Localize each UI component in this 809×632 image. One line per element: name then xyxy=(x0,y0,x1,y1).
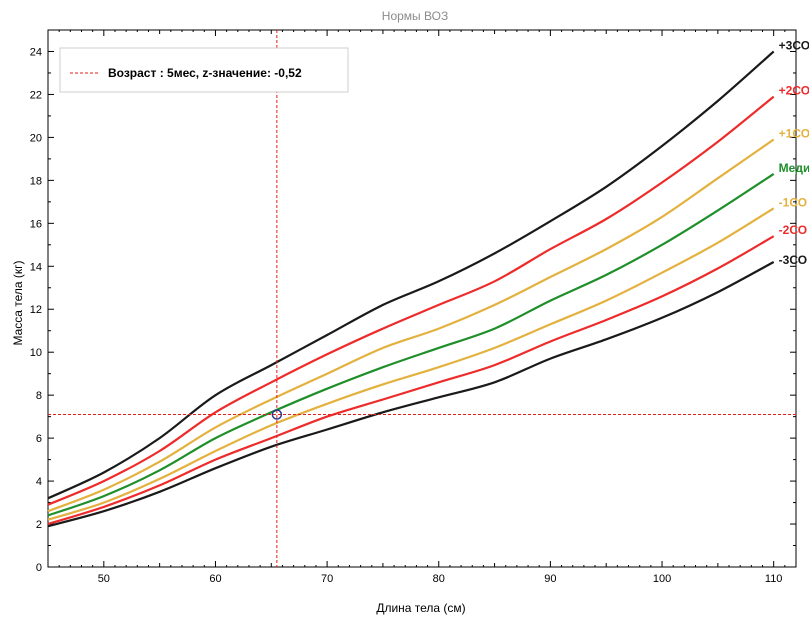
y-tick-label: 20 xyxy=(30,132,42,144)
y-tick-label: 0 xyxy=(36,562,42,574)
x-tick-label: 100 xyxy=(653,573,671,585)
series-label-3: Медиана xyxy=(779,161,809,175)
series-line-3 xyxy=(47,172,775,517)
y-tick-label: 4 xyxy=(36,476,42,488)
x-axis-label: Длина тела (см) xyxy=(376,601,465,615)
chart-title: Нормы ВОЗ xyxy=(382,9,448,23)
series-label-6: -3СО xyxy=(779,253,807,267)
x-tick-label: 70 xyxy=(321,573,333,585)
series-lines xyxy=(47,50,775,528)
y-tick-label: 12 xyxy=(30,304,42,316)
y-tick-label: 22 xyxy=(30,89,42,101)
series-line-0 xyxy=(47,50,775,500)
x-tick-label: 90 xyxy=(544,573,556,585)
series-label-5: -2СО xyxy=(779,223,807,237)
plot-area xyxy=(47,29,797,568)
x-tick-label: 110 xyxy=(765,573,783,585)
y-tick-label: 18 xyxy=(30,175,42,187)
data-point-marker xyxy=(271,409,283,420)
x-tick-label: 60 xyxy=(209,573,221,585)
series-label-4: -1СО xyxy=(779,195,807,209)
x-tick-label: 80 xyxy=(433,573,445,585)
x-tick-label: 50 xyxy=(98,573,110,585)
series-label-0: +3СО xyxy=(779,38,809,52)
series-labels: +3СО +2СО +1СО Медиана -1СО -2СО -3СО xyxy=(779,38,809,267)
legend-label: Возраст : 5мес, z-значение: -0,52 xyxy=(108,66,302,80)
y-tick-label: 10 xyxy=(30,347,42,359)
series-label-2: +1СО xyxy=(779,127,809,141)
series-line-4 xyxy=(47,207,775,521)
y-axis-label: Масса тела (кг) xyxy=(11,260,25,345)
legend-box xyxy=(59,47,349,93)
crosshair xyxy=(48,30,796,567)
y-tick-label: 24 xyxy=(30,46,42,58)
series-line-5 xyxy=(47,235,775,526)
y-tick-label: 16 xyxy=(30,218,42,230)
y-tick-label: 8 xyxy=(36,390,42,402)
series-label-1: +2СО xyxy=(779,84,809,98)
y-tick-label: 14 xyxy=(30,261,42,273)
y-tick-label: 6 xyxy=(36,433,42,445)
legend: Возраст : 5мес, z-значение: -0,52 xyxy=(59,47,349,93)
plot-border xyxy=(47,29,797,568)
series-line-6 xyxy=(47,261,775,528)
series-line-2 xyxy=(47,138,775,513)
series-line-1 xyxy=(47,95,775,506)
y-tick-label: 2 xyxy=(36,519,42,531)
